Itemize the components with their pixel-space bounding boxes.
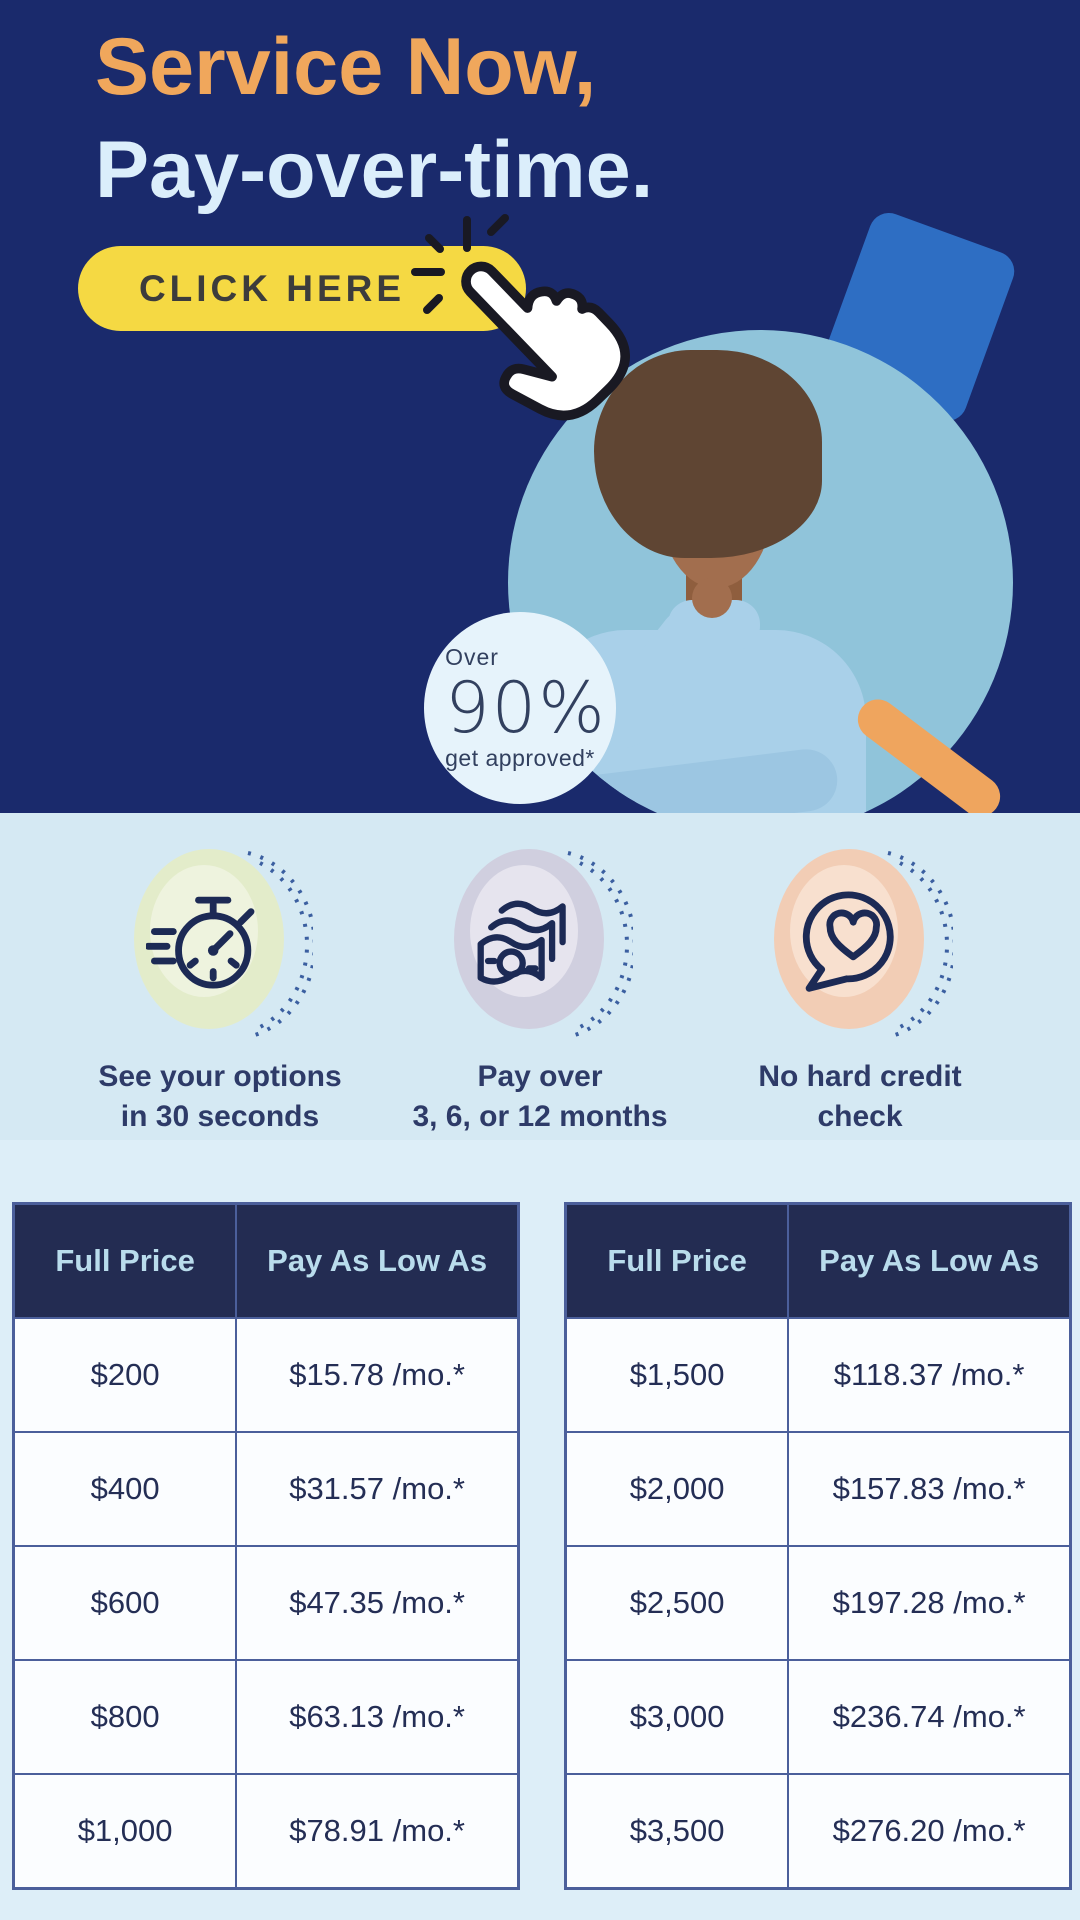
table-cell: $1,500 bbox=[564, 1317, 790, 1433]
title-line-2: Pay-over-time. bbox=[95, 125, 654, 215]
table-row: $1,000 $78.91 /mo.* bbox=[12, 1773, 520, 1890]
feature-label: No hard credit check bbox=[758, 1060, 962, 1133]
feature-label: Pay over 3, 6, or 12 months bbox=[412, 1060, 668, 1133]
pricing-table-left: Full Price Pay As Low As $200 $15.78 /mo.*… bbox=[12, 1202, 520, 1890]
table-cell: $2,500 bbox=[564, 1545, 790, 1661]
title-line-1: Service Now, bbox=[95, 22, 597, 112]
banknotes-icon bbox=[477, 900, 566, 985]
header-row: Full Price Pay As Low As bbox=[12, 1202, 520, 1319]
column-header: Pay As Low As bbox=[787, 1202, 1072, 1319]
click-here-button[interactable]: CLICK HERE bbox=[78, 246, 526, 331]
table-row: $1,500 $118.37 /mo.* bbox=[564, 1317, 1072, 1433]
table-row: $3,500 $276.20 /mo.* bbox=[564, 1773, 1072, 1890]
table-cell: $63.13 /mo.* bbox=[235, 1659, 520, 1775]
pricing-table-right: Full Price Pay As Low As $1,500 $118.37 /m… bbox=[564, 1202, 1072, 1890]
table-cell: $200 bbox=[12, 1317, 238, 1433]
header-row: Full Price Pay As Low As bbox=[564, 1202, 1072, 1319]
features-section: See your options in 30 seconds bbox=[0, 813, 1080, 1140]
table-cell: $236.74 /mo.* bbox=[787, 1659, 1072, 1775]
pricing-section: Full Price Pay As Low As $200 $15.78 /mo.*… bbox=[0, 1140, 1080, 1920]
table-cell: $400 bbox=[12, 1431, 238, 1547]
table-row: $2,000 $157.83 /mo.* bbox=[564, 1431, 1072, 1547]
table-cell: $47.35 /mo.* bbox=[235, 1545, 520, 1661]
table-cell: $600 bbox=[12, 1545, 238, 1661]
badge-over-text: Over bbox=[445, 644, 499, 670]
page-title: Service Now, Pay-over-time. bbox=[95, 16, 653, 222]
hatch-shadow bbox=[567, 851, 633, 1039]
table-row: $800 $63.13 /mo.* bbox=[12, 1659, 520, 1775]
table-cell: $800 bbox=[12, 1659, 238, 1775]
badge-sub-text: get approved* bbox=[445, 745, 595, 771]
table-cell: $1,000 bbox=[12, 1773, 238, 1890]
table-cell: $197.28 /mo.* bbox=[787, 1545, 1072, 1661]
table-cell: $31.57 /mo.* bbox=[235, 1431, 520, 1547]
approval-badge: Over 90% get approved* bbox=[424, 612, 616, 804]
table-row: $2,500 $197.28 /mo.* bbox=[564, 1545, 1072, 1661]
stopwatch-icon bbox=[145, 896, 254, 989]
table-row: $400 $31.57 /mo.* bbox=[12, 1431, 520, 1547]
hatch-shadow bbox=[247, 851, 313, 1039]
column-header: Full Price bbox=[12, 1202, 238, 1319]
table-cell: $3,500 bbox=[564, 1773, 790, 1890]
feature-item-pay-over: Pay over 3, 6, or 12 months bbox=[380, 843, 700, 1140]
woman-photo bbox=[508, 330, 1013, 813]
heart-speech-bubble-icon bbox=[802, 891, 894, 992]
table-cell: $78.91 /mo.* bbox=[235, 1773, 520, 1890]
table-row: $200 $15.78 /mo.* bbox=[12, 1317, 520, 1433]
woman-hair bbox=[594, 350, 822, 558]
hatch-shadow bbox=[887, 851, 953, 1039]
table-cell: $276.20 /mo.* bbox=[787, 1773, 1072, 1890]
table-row: $3,000 $236.74 /mo.* bbox=[564, 1659, 1072, 1775]
hero-section: Service Now, Pay-over-time. CLICK HERE O… bbox=[0, 0, 1080, 813]
feature-item-options: See your options in 30 seconds bbox=[60, 843, 380, 1140]
click-hand-icon bbox=[461, 261, 630, 421]
badge-value: 90% bbox=[445, 667, 607, 749]
table-cell: $2,000 bbox=[564, 1431, 790, 1547]
column-header: Pay As Low As bbox=[235, 1202, 520, 1319]
table-cell: $3,000 bbox=[564, 1659, 790, 1775]
table-cell: $15.78 /mo.* bbox=[235, 1317, 520, 1433]
table-cell: $157.83 /mo.* bbox=[787, 1431, 1072, 1547]
click-rays-icon bbox=[411, 214, 509, 314]
feature-item-no-credit-check: No hard credit check bbox=[700, 843, 1020, 1140]
feature-label: See your options in 30 seconds bbox=[98, 1060, 342, 1133]
table-cell: $118.37 /mo.* bbox=[787, 1317, 1072, 1433]
column-header: Full Price bbox=[564, 1202, 790, 1319]
table-row: $600 $47.35 /mo.* bbox=[12, 1545, 520, 1661]
